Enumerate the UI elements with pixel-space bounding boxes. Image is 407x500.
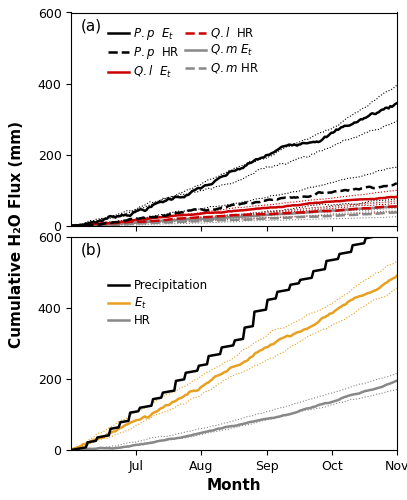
Text: Cumulative H₂O Flux (mm): Cumulative H₂O Flux (mm) xyxy=(9,122,24,348)
Text: (b): (b) xyxy=(81,243,103,258)
X-axis label: Month: Month xyxy=(207,478,261,494)
Legend: Precipitation, $E_t$, HR: Precipitation, $E_t$, HR xyxy=(103,274,213,332)
Text: (a): (a) xyxy=(81,19,102,34)
Legend: $P.p$  $E_t$, $P.p$  HR, $Q.l$  $E_t$, $Q.l$  HR, $Q.m$ $E_t$, $Q.m$ HR: $P.p$ $E_t$, $P.p$ HR, $Q.l$ $E_t$, $Q.l… xyxy=(103,20,264,84)
